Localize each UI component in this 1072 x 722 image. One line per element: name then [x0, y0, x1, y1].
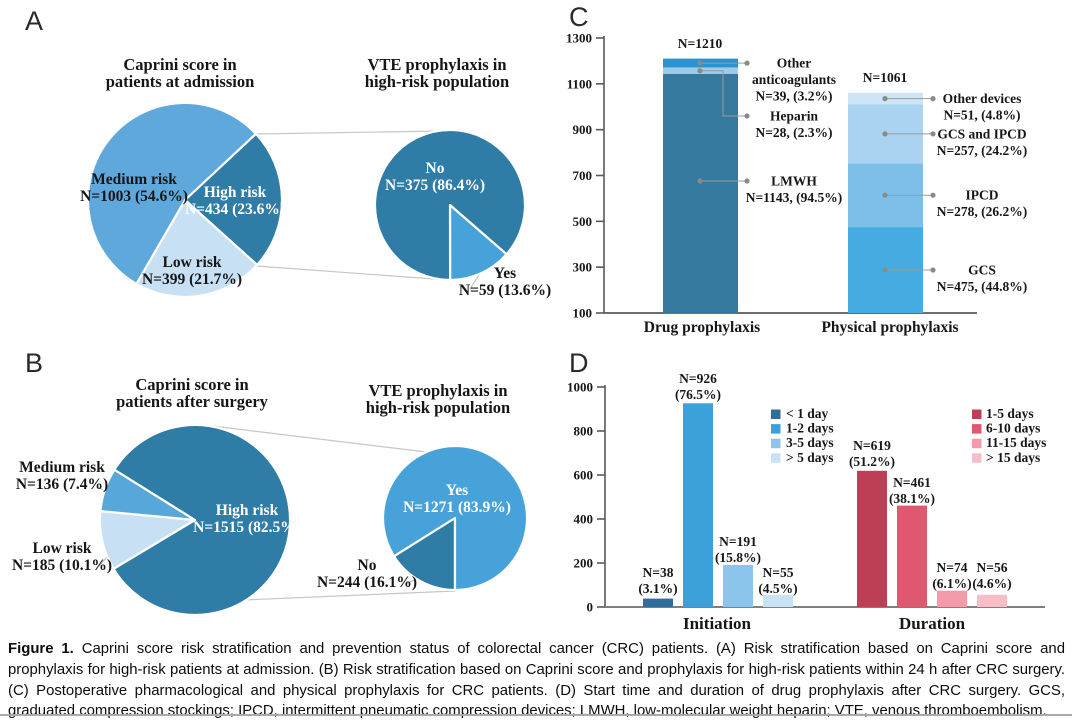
bar-value-label-1-5-days: N=619(51.2%) — [849, 438, 895, 469]
bar-3-5-days — [723, 565, 753, 607]
d-axis-tick-label: 1000 — [567, 380, 593, 395]
caption-figure-number: Figure 1. — [8, 641, 74, 657]
c-axis-tick-label: 300 — [573, 260, 593, 275]
panel-label-a: A — [25, 8, 43, 35]
d-axis-tick-label: 0 — [587, 600, 594, 615]
d-group-label-initiation: Initiation — [683, 614, 752, 633]
d-axis-tick-label: 400 — [574, 512, 594, 527]
pie-zoom-connector-line — [256, 131, 441, 134]
bar-value-label-5-days: N=55(4.5%) — [758, 565, 797, 596]
pie-title-admission-vte: VTE prophylaxis in high-risk population — [317, 56, 557, 90]
panel-label-c: C — [569, 4, 589, 31]
c-axis-tick-label: 500 — [573, 214, 593, 229]
legend-label-1-5-days: 1-5 days — [986, 406, 1034, 421]
d-group-label-duration: Duration — [899, 614, 966, 633]
bar-marker-dot — [882, 96, 887, 101]
legend-label-15-days: > 15 days — [986, 450, 1040, 465]
c-axis-tick-label: 1300 — [566, 31, 592, 46]
c-axis-tick-label: 100 — [573, 306, 593, 321]
legend-swatch-1-5-days — [972, 410, 982, 420]
legend-swatch-5-days — [771, 453, 781, 463]
bar-value-label-1-2-days: N=926(76.5%) — [675, 371, 721, 402]
legend-swatch-1-2-days — [771, 424, 781, 434]
bar-marker-dot — [882, 267, 887, 272]
legend-swatch-11-15-days — [972, 439, 982, 449]
legend-label-11-15-days: 11-15 days — [986, 435, 1046, 450]
bar-total-label: N=1210 — [678, 36, 723, 51]
bottom-divider — [0, 714, 1072, 716]
legend-label-3-5-days: 3-5 days — [786, 435, 834, 450]
bar-1-5-days — [857, 471, 887, 607]
bar-value-label-15-days: N=56(4.6%) — [972, 560, 1011, 591]
legend-swatch-15-days — [972, 453, 982, 463]
legend-swatch-6-10-days — [972, 424, 982, 434]
label-marker-dot — [930, 96, 935, 101]
bar-15-days — [977, 595, 1007, 607]
bar-1-day — [643, 599, 673, 607]
bar-value-label-1-day: N=38(3.1%) — [638, 565, 677, 596]
bar-1-2-days — [683, 403, 713, 607]
label-marker-dot — [744, 61, 749, 66]
bar-segment-lmwh — [663, 74, 738, 313]
bar-value-label-3-5-days: N=191(15.8%) — [715, 534, 761, 565]
bar-11-15-days — [937, 591, 967, 607]
legend-swatch-3-5-days — [771, 439, 781, 449]
caption-text: Caprini score risk stratification and pr… — [8, 641, 1065, 719]
bar-marker-dot — [697, 178, 702, 183]
legend-swatch-1-day — [771, 410, 781, 420]
bar-5-days — [763, 595, 793, 607]
label-marker-dot — [930, 131, 935, 136]
panel-label-b: B — [25, 350, 43, 377]
bar-marker-dot — [882, 131, 887, 136]
panel-label-d: D — [569, 350, 589, 377]
label-marker-dot — [930, 193, 935, 198]
pie-title-surgery: Caprini score in patients after surgery — [72, 376, 312, 410]
bar-marker-dot — [697, 68, 702, 73]
label-marker-dot — [744, 113, 749, 118]
c-axis-tick-label: 700 — [573, 168, 593, 183]
bar-value-label-6-10-days: N=461(38.1%) — [889, 475, 935, 506]
label-marker-dot — [744, 178, 749, 183]
legend-label-1-day: < 1 day — [786, 406, 828, 421]
bar-6-10-days — [897, 506, 927, 607]
bar-marker-dot — [697, 60, 702, 65]
bar-value-label-11-15-days: N=74(6.1%) — [932, 560, 971, 591]
d-axis-tick-label: 600 — [574, 468, 594, 483]
c-axis-tick-label: 1100 — [567, 76, 592, 91]
d-axis-tick-label: 800 — [574, 424, 594, 439]
pie-title-surgery-vte: VTE prophylaxis in high-risk population — [318, 382, 558, 416]
figure-caption: Figure 1. Caprini score risk stratificat… — [8, 639, 1065, 722]
c-category-label: Drug prophylaxis — [644, 319, 760, 336]
d-axis-tick-label: 200 — [574, 556, 594, 571]
label-marker-dot — [930, 267, 935, 272]
legend-label-6-10-days: 6-10 days — [986, 421, 1040, 436]
bar-total-label: N=1061 — [863, 70, 908, 85]
c-axis-tick-label: 900 — [573, 122, 593, 137]
pie-title-admission: Caprini score in patients at admission — [60, 56, 300, 90]
c-category-label: Physical prophylaxis — [821, 319, 958, 336]
bar-marker-dot — [882, 193, 887, 198]
legend-label-1-2-days: 1-2 days — [786, 421, 834, 436]
legend-label-5-days: > 5 days — [786, 450, 833, 465]
